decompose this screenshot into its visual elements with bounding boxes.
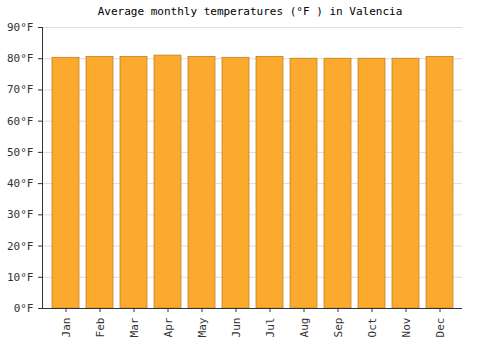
svg-text:0°F: 0°F — [14, 302, 34, 315]
svg-text:Dec: Dec — [434, 318, 447, 338]
svg-text:May: May — [196, 317, 209, 337]
svg-text:80°F: 80°F — [7, 52, 34, 65]
svg-text:10°F: 10°F — [7, 271, 34, 284]
svg-text:20°F: 20°F — [7, 240, 34, 253]
svg-text:Nov: Nov — [400, 317, 413, 337]
html-text:Average monthly temperatures (: Average monthly temperatures (°F ) in Va… — [97, 5, 403, 18]
svg-text:30°F: 30°F — [7, 208, 34, 221]
svg-text:Jan: Jan — [60, 318, 73, 338]
svg-text:Jul: Jul — [264, 318, 277, 338]
svg-text:40°F: 40°F — [7, 177, 34, 190]
svg-text:Jun: Jun — [230, 318, 243, 338]
svg-text:50°F: 50°F — [7, 146, 34, 159]
svg-text:Apr: Apr — [162, 317, 175, 337]
svg-text:60°F: 60°F — [7, 115, 34, 128]
svg-text:Oct: Oct — [366, 318, 379, 338]
svg-text:Aug: Aug — [298, 318, 311, 338]
svg-text:90°F: 90°F — [7, 21, 34, 34]
svg-text:70°F: 70°F — [7, 83, 34, 96]
svg-text:Sep: Sep — [332, 318, 345, 338]
svg-text:Mar: Mar — [128, 317, 141, 337]
svg-text:Feb: Feb — [94, 318, 107, 338]
